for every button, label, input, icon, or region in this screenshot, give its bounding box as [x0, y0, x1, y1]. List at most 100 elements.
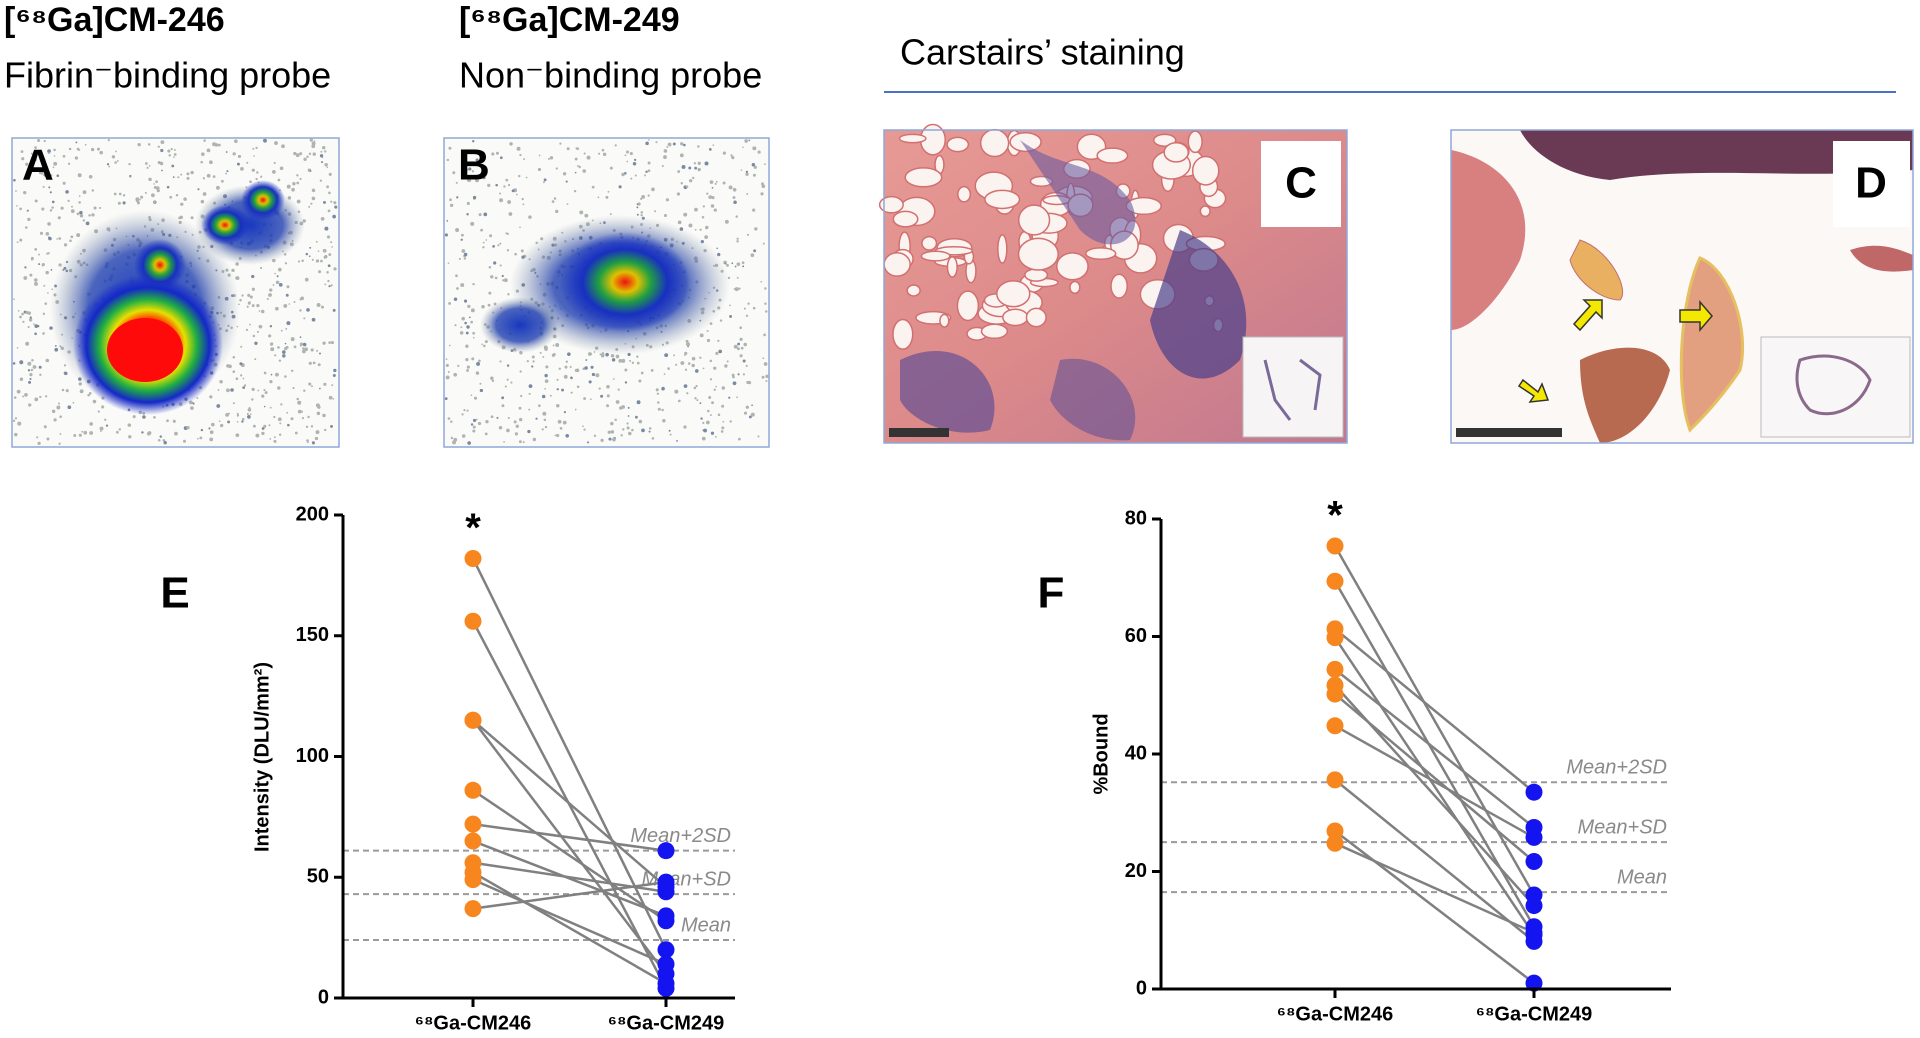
speck	[472, 140, 475, 143]
autoradiograph-b: B	[443, 137, 770, 448]
speck	[662, 419, 666, 423]
speck	[663, 373, 666, 375]
speck	[460, 326, 463, 329]
speck	[699, 333, 704, 338]
speck	[609, 166, 613, 170]
speck	[81, 430, 84, 433]
speck	[38, 253, 40, 256]
speck	[116, 160, 119, 162]
speck	[183, 439, 187, 443]
speck	[488, 265, 492, 269]
pair-line	[1334, 724, 1535, 839]
speck	[466, 365, 470, 369]
speck	[78, 201, 81, 204]
speck	[75, 141, 78, 144]
speck	[232, 356, 236, 359]
speck	[717, 413, 721, 417]
speck	[39, 231, 44, 235]
speck	[227, 412, 230, 415]
speck	[278, 359, 282, 362]
speck	[286, 285, 290, 289]
speck	[555, 167, 558, 170]
tissue	[1850, 245, 1913, 272]
speck	[305, 252, 309, 256]
speck	[278, 283, 283, 287]
pair-line	[1334, 829, 1535, 985]
hole	[1096, 147, 1129, 164]
speck	[49, 209, 53, 212]
hole	[1025, 307, 1047, 328]
speck	[29, 273, 33, 277]
speck	[49, 191, 52, 194]
speck	[544, 347, 548, 351]
speck	[212, 142, 217, 147]
charts: E Intensity (DLU/mm²) Mean+2SD Mean+SD Mean 0…	[160, 494, 1671, 1034]
y-tick-label: 50	[307, 866, 329, 888]
speck	[621, 358, 626, 363]
speck	[327, 264, 331, 268]
reference-label: Mean+2SD	[630, 825, 731, 847]
texture	[878, 123, 1227, 350]
speck	[584, 213, 589, 218]
speck	[722, 420, 725, 423]
speck	[70, 235, 74, 239]
speck	[499, 360, 502, 363]
speck	[65, 190, 69, 194]
speck	[480, 164, 483, 167]
speck	[490, 376, 494, 380]
speck	[490, 275, 494, 279]
y-axis-label: Intensity (DLU/mm²)	[251, 662, 273, 852]
speck	[499, 156, 503, 160]
pair-line	[1334, 778, 1535, 943]
y-tick-label: 0	[1136, 977, 1147, 999]
speck	[266, 297, 269, 300]
speck	[326, 185, 329, 189]
speck	[275, 372, 279, 377]
y-tick-label: 100	[296, 745, 329, 767]
speck	[730, 154, 733, 157]
speck	[651, 437, 655, 440]
speck	[693, 162, 697, 165]
speck	[249, 295, 253, 299]
speck	[240, 166, 244, 171]
speck	[736, 396, 738, 399]
hole	[898, 133, 927, 144]
speck	[518, 440, 522, 444]
speck	[326, 166, 329, 169]
speck	[236, 414, 240, 417]
pair-line	[1334, 627, 1535, 794]
speck	[748, 415, 752, 419]
hole	[920, 250, 951, 262]
speck	[501, 274, 504, 278]
speck	[101, 405, 104, 409]
speck	[33, 278, 38, 282]
speck	[742, 359, 746, 363]
panel-label: C	[1285, 159, 1317, 208]
speck	[491, 379, 495, 383]
speck	[43, 284, 46, 287]
speck	[82, 219, 86, 222]
speck	[481, 304, 485, 309]
y-tick-label: 150	[296, 624, 329, 646]
speck	[260, 175, 263, 178]
speck	[135, 197, 140, 202]
speck	[203, 139, 206, 142]
speck	[257, 389, 260, 392]
speck	[702, 205, 705, 208]
speck	[629, 152, 633, 156]
speck	[61, 388, 65, 392]
speck	[259, 266, 263, 270]
speck	[764, 287, 767, 290]
speck	[496, 416, 499, 419]
speck	[471, 170, 475, 173]
speck	[576, 147, 580, 151]
speck	[507, 416, 510, 420]
speck	[523, 158, 526, 161]
speck	[258, 324, 263, 329]
speck	[23, 190, 27, 195]
speck	[520, 394, 523, 398]
arrows	[1517, 299, 1713, 403]
speck	[28, 403, 32, 407]
speck	[269, 324, 273, 328]
speck	[740, 346, 744, 350]
